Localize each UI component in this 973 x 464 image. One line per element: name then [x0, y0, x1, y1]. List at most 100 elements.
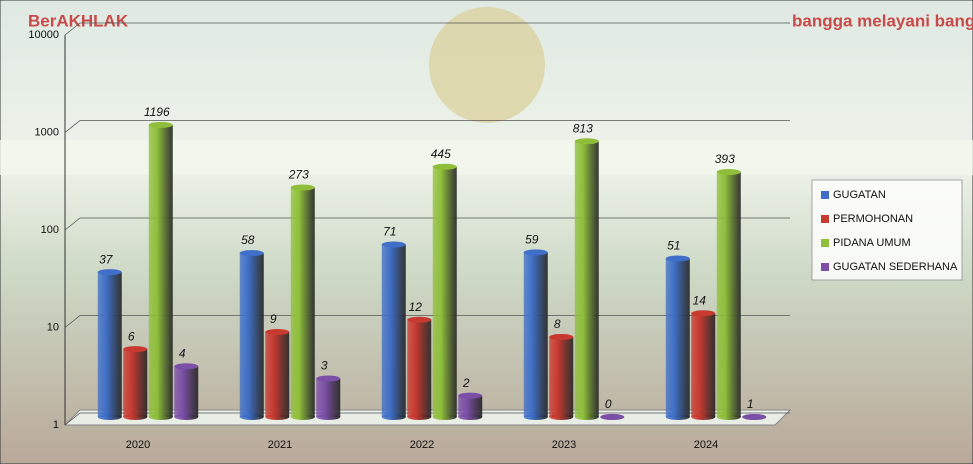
grid-line — [64, 217, 790, 231]
bar — [432, 166, 457, 417]
bar-cap — [123, 346, 148, 353]
bar-cap — [716, 169, 741, 176]
bar-base — [458, 414, 483, 420]
bar — [290, 187, 315, 417]
bar-cap — [523, 249, 548, 256]
y-tick-label: 1 — [53, 419, 59, 431]
bar-cap — [665, 255, 690, 262]
x-tick-label: 2023 — [552, 439, 576, 451]
bar-base — [665, 414, 690, 420]
bar-base — [316, 414, 341, 420]
bar-cap — [148, 121, 173, 128]
bar-cap — [600, 414, 625, 420]
bar-cap — [549, 333, 574, 340]
grid-line — [64, 315, 790, 328]
bar-base — [523, 414, 548, 420]
value-label: 71 — [383, 225, 396, 239]
value-label: 273 — [288, 168, 309, 182]
bar — [239, 253, 264, 417]
bar-cap — [458, 392, 483, 399]
bar — [381, 244, 406, 417]
bar-cap — [574, 138, 599, 145]
legend-swatch — [821, 215, 829, 223]
legend-swatch — [821, 263, 829, 271]
value-label: 14 — [693, 293, 707, 307]
bar-base — [290, 414, 315, 420]
bar-base — [691, 414, 716, 420]
logo-right: bangga melayani bangsa — [792, 11, 973, 30]
legend-label: GUGATAN SEDERHANA — [833, 261, 958, 273]
bar — [148, 124, 173, 418]
x-tick-label: 2024 — [694, 439, 718, 451]
value-label: 445 — [431, 147, 451, 161]
value-label: 4 — [179, 346, 186, 360]
legend-label: PERMOHONAN — [833, 213, 913, 225]
bar-cap — [174, 363, 199, 370]
legend-label: GUGATAN — [833, 189, 886, 201]
value-label: 813 — [573, 121, 593, 135]
grid-line — [64, 120, 790, 133]
value-label: 6 — [128, 329, 135, 343]
bar — [665, 258, 690, 417]
value-label: 3 — [321, 359, 328, 373]
value-label: 12 — [409, 300, 423, 314]
legend-label: PIDANA UMUM — [833, 237, 911, 249]
value-label: 58 — [241, 233, 255, 247]
bar-cap — [316, 375, 341, 382]
bar-base — [549, 414, 574, 420]
bar-base — [574, 414, 599, 420]
bar — [716, 172, 741, 417]
backdrop-band — [0, 140, 973, 175]
bar-base — [239, 414, 264, 420]
value-label: 9 — [270, 312, 277, 326]
bar-cap — [691, 310, 716, 317]
bar-base — [148, 414, 173, 420]
value-label: 2 — [462, 376, 470, 390]
y-tick-label: 1000 — [35, 126, 59, 138]
y-tick-label: 10 — [47, 321, 59, 333]
bar — [691, 313, 716, 417]
bar-cap — [239, 250, 264, 257]
bar-base — [97, 414, 122, 420]
bar-cap — [432, 163, 457, 170]
value-label: 1196 — [144, 105, 170, 119]
bar — [407, 319, 432, 417]
bar-base — [381, 414, 406, 420]
value-label: 51 — [667, 239, 680, 253]
bar — [316, 378, 341, 417]
x-tick-label: 2022 — [410, 439, 434, 451]
bar-cap — [265, 328, 290, 335]
legend — [811, 179, 963, 281]
value-label: 1 — [747, 397, 754, 411]
bar — [97, 272, 122, 417]
emblem — [429, 7, 545, 123]
bar-cap — [290, 184, 315, 191]
value-label: 0 — [605, 397, 612, 411]
value-label: 59 — [525, 233, 539, 247]
grid-line — [64, 22, 790, 36]
bar-cap — [742, 414, 767, 420]
legend-swatch — [821, 191, 829, 199]
bar — [523, 252, 548, 417]
bar — [574, 141, 599, 417]
bar — [458, 395, 483, 417]
value-label: 37 — [99, 252, 114, 266]
bar — [174, 366, 199, 417]
bar-cap — [97, 269, 122, 276]
x-tick-label: 2020 — [126, 439, 150, 451]
value-label: 8 — [554, 317, 561, 331]
bar-base — [432, 414, 457, 420]
value-label: 393 — [715, 152, 735, 166]
y-tick-label: 100 — [41, 224, 59, 236]
x-tick-label: 2021 — [268, 439, 292, 451]
bar — [265, 331, 290, 417]
bar-cap — [407, 316, 432, 323]
bar-base — [716, 414, 741, 420]
bar-cap — [381, 241, 406, 248]
bar-base — [174, 414, 199, 420]
bar — [123, 349, 148, 417]
bar-base — [407, 414, 432, 420]
bar — [549, 336, 574, 417]
bar-base — [265, 414, 290, 420]
